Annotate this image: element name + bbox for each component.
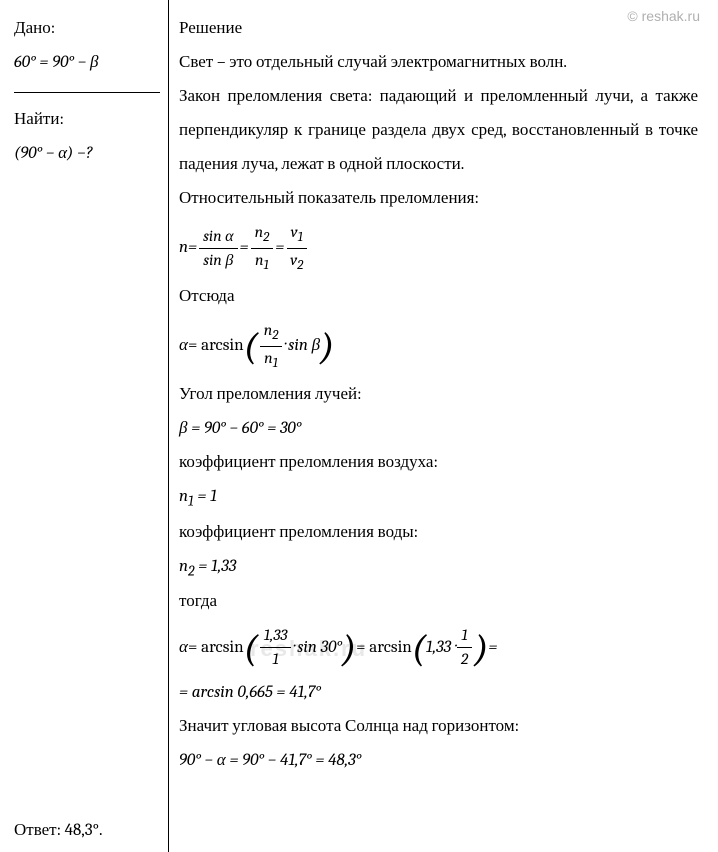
solution-p8: тогда	[179, 585, 698, 619]
f2-func: = arcsin	[188, 335, 244, 357]
paren-open-2: (	[244, 634, 258, 664]
paren-close: )	[320, 332, 334, 362]
f1-frac1-den: sin β	[199, 249, 237, 271]
formula-n2: n2 = 1,33	[179, 550, 698, 586]
answer-value: 48,3°.	[65, 821, 103, 840]
f1-frac1-num: sin α	[199, 226, 237, 249]
given-title: Дано:	[14, 12, 160, 46]
f2-frac-num: n2	[260, 320, 283, 347]
main-container: Дано: 60° = 90° − β Найти: (90° − α) −? …	[0, 0, 718, 852]
paren-open-3: (	[412, 634, 426, 664]
f6-lhs: α	[179, 637, 188, 659]
given-line: 60° = 90° − β	[14, 46, 160, 80]
paren-close-3: )	[474, 634, 488, 664]
f6-frac1: 1,33 1	[260, 625, 292, 670]
solution-p6: коэффициент преломления воздуха:	[179, 446, 698, 480]
formula-alpha-calc: α = arcsin ( 1,33 1 · sin 30° ) = arcsin…	[179, 625, 698, 670]
f1-frac3-num: v1	[287, 222, 307, 249]
f1-frac2-num: n2	[251, 222, 274, 249]
f1-eq1: =	[188, 237, 197, 259]
paren-open: (	[244, 332, 258, 362]
formula-n1: n1 = 1	[179, 480, 698, 516]
f6-func2: = arcsin	[356, 637, 412, 659]
formula-beta: β = 90° − 60° = 30°	[179, 412, 698, 446]
f6-pre2: 1,33 ·	[426, 637, 455, 659]
f2-frac-den: n1	[260, 347, 282, 373]
f1-eq3: =	[275, 237, 284, 259]
find-block: Найти: (90° − α) −?	[14, 103, 160, 171]
f1-frac1: sin α sin β	[199, 226, 237, 271]
find-title: Найти:	[14, 103, 160, 137]
f6-frac1-num: 1,33	[260, 625, 292, 648]
solution-p3: Относительный показатель преломления:	[179, 182, 698, 216]
f1-frac3: v1 v2	[286, 222, 307, 274]
f6-mid: · sin 30°	[293, 637, 342, 659]
given-block: Дано: 60° = 90° − β	[14, 12, 160, 93]
f6-frac2-num: 1	[457, 625, 471, 648]
answer-line: Ответ: 48,3°.	[14, 820, 102, 840]
solution-p7: коэффициент преломления воды:	[179, 516, 698, 550]
paren-close-2: )	[342, 634, 356, 664]
answer-label: Ответ:	[14, 821, 65, 840]
f2-lhs: α	[179, 335, 188, 357]
f1-lhs: n	[179, 237, 188, 259]
find-line: (90° − α) −?	[14, 137, 160, 171]
f2-suffix: · sin β	[284, 335, 320, 357]
f6-frac1-den: 1	[268, 648, 282, 670]
f2-frac: n2 n1	[260, 320, 283, 372]
f6-frac2: 1 2	[457, 625, 472, 670]
formula-alpha-result: = arcsin 0,665 = 41,7°	[179, 676, 698, 710]
formula-refraction-index: n = sin α sin β = n2 n1 = v1 v2	[179, 222, 698, 274]
left-column: Дано: 60° = 90° − β Найти: (90° − α) −?	[0, 0, 168, 852]
formula-alpha: α = arcsin ( n2 n1 · sin β )	[179, 320, 698, 372]
f1-frac3-den: v2	[286, 249, 307, 275]
f1-eq2: =	[240, 237, 249, 259]
f6-frac2-den: 2	[457, 648, 472, 670]
solution-column: Решение Свет – это отдельный случай элек…	[168, 0, 718, 852]
f6-suffix: =	[488, 637, 497, 659]
solution-p1: Свет – это отдельный случай электромагни…	[179, 46, 698, 80]
f1-frac2-den: n1	[251, 249, 273, 275]
solution-p5: Угол преломления лучей:	[179, 378, 698, 412]
solution-p4: Отсюда	[179, 280, 698, 314]
solution-title: Решение	[179, 12, 698, 46]
f6-func1: = arcsin	[188, 637, 244, 659]
f1-frac2: n2 n1	[251, 222, 274, 274]
solution-p9: Значит угловая высота Солнца над горизон…	[179, 710, 698, 744]
formula-final: 90° − α = 90° − 41,7° = 48,3°	[179, 744, 698, 778]
solution-p2: Закон преломления света: падающий и прел…	[179, 80, 698, 182]
